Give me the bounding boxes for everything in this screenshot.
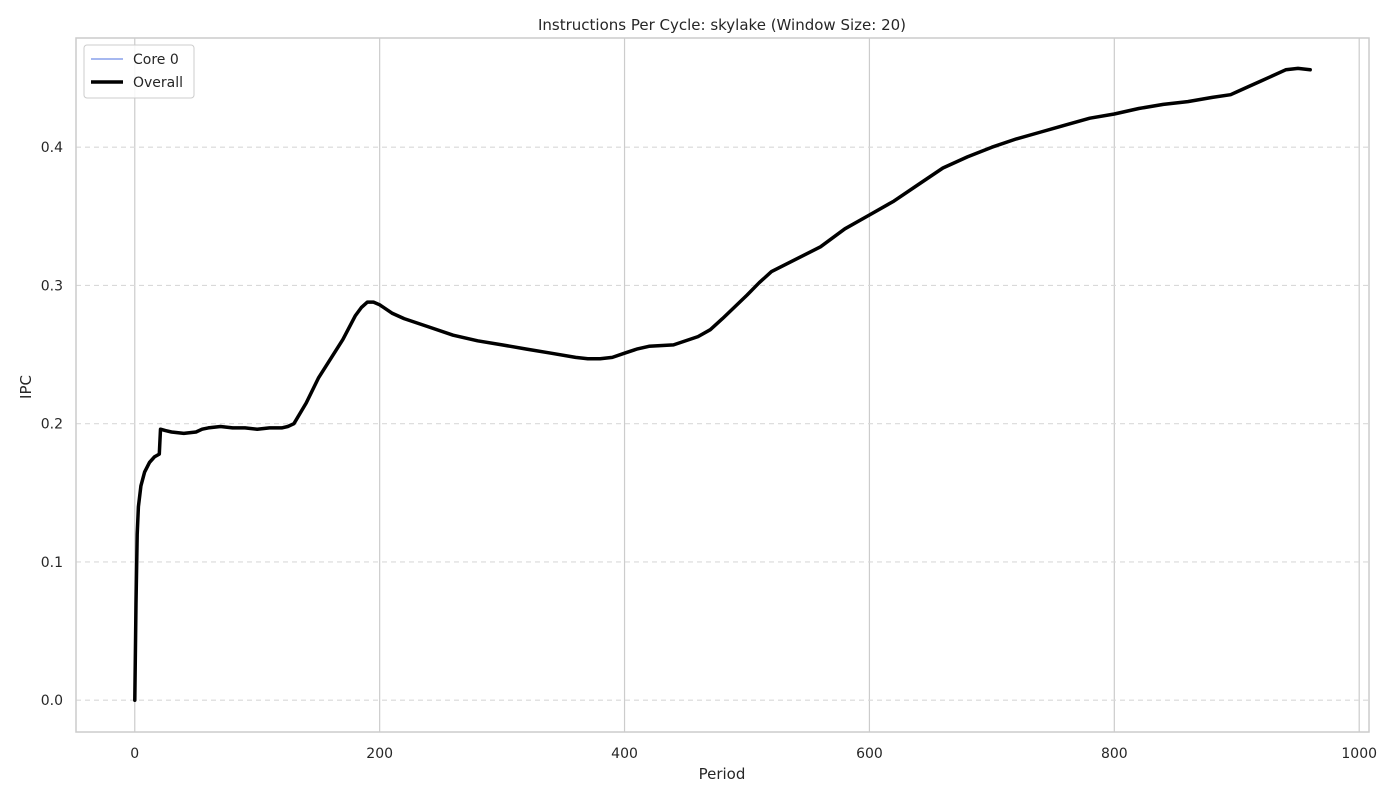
x-tick-label: 800 — [1101, 746, 1128, 762]
series-line-core-0 — [134, 67, 1311, 701]
series-lines — [133, 66, 1312, 702]
y-tick-label: 0.4 — [41, 140, 63, 156]
legend-label-core-0: Core 0 — [133, 52, 179, 68]
x-tick-label: 400 — [611, 746, 638, 762]
legend: Core 0 Overall — [83, 44, 195, 99]
x-axis-title: Period — [699, 765, 746, 783]
y-axis-ticks: 0.0 0.1 0.2 0.3 0.4 — [41, 140, 63, 709]
y-tick-label: 0.2 — [41, 417, 63, 433]
x-tick-label: 1000 — [1341, 746, 1377, 762]
series-line-overall — [133, 66, 1312, 702]
chart-title: Instructions Per Cycle: skylake (Window … — [538, 16, 906, 34]
y-tick-label: 0.0 — [41, 693, 63, 709]
x-tick-label: 0 — [130, 746, 139, 762]
y-tick-label: 0.1 — [41, 555, 63, 571]
plot-frame — [75, 37, 1370, 733]
y-tick-label: 0.3 — [41, 278, 63, 294]
legend-box — [83, 44, 195, 99]
y-axis-title: IPC — [17, 375, 35, 399]
legend-label-overall: Overall — [133, 75, 183, 91]
x-tick-label: 600 — [856, 746, 883, 762]
grid — [76, 38, 1369, 732]
x-axis-ticks: 0 200 400 600 800 1000 — [130, 746, 1377, 762]
x-tick-label: 200 — [366, 746, 393, 762]
